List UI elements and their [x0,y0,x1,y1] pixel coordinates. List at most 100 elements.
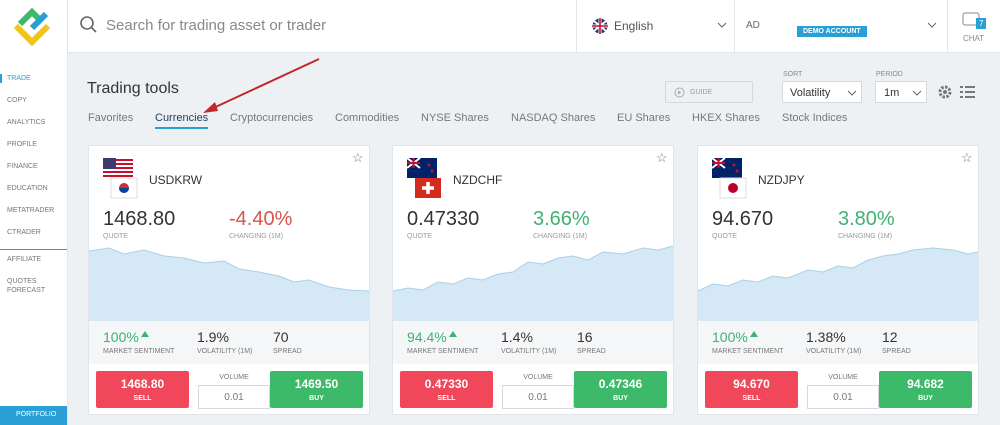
tab[interactable]: Favorites [88,112,134,124]
period-value: 1m [884,87,900,99]
stats-row [393,321,673,364]
tab[interactable]: Stock Indices [782,112,848,124]
annotation-arrow [203,58,320,113]
stats-row [698,321,978,364]
buy-price: 1469.50 [294,377,339,391]
sidebar-item[interactable]: AFFILIATE [7,256,42,263]
price-sparkline [698,247,978,321]
sidebar-item[interactable]: COPY [7,97,27,104]
sentiment-value: 100% [712,329,748,345]
buy-button[interactable]: 94.682 BUY [879,371,972,408]
sell-label: SELL [133,395,152,402]
search-input[interactable]: Search for trading asset or trader [106,17,327,34]
change-value: -4.40% [229,208,293,230]
favorite-star: ☆ [656,150,668,165]
price-sparkline [393,245,673,321]
asset-card[interactable]: NZDJPY ☆ 94.670 QUOTE 3.80% CHANGING (1M) 100%… [697,145,979,415]
quote-value: 0.47330 [407,208,480,230]
volume-input[interactable]: 0.01 [807,385,879,409]
sort-select[interactable]: Volatility [782,81,862,103]
tab[interactable]: Currencies [155,112,209,129]
change-value: 3.66% [533,208,590,230]
chat-label[interactable]: CHAT [963,34,985,43]
asset-symbol: NZDCHF [453,173,503,187]
sell-price: 1468.80 [120,377,165,391]
asset-symbol: NZDJPY [758,173,805,187]
volume-input[interactable]: 0.01 [502,385,574,409]
asset-card[interactable]: USDKRW ☆ 1468.80 QUOTE -4.40% CHANGING (1M) 10… [88,145,370,415]
sentiment-arrow [449,331,457,337]
volume-input[interactable]: 0.01 [198,385,270,409]
sentiment-value: 100% [103,329,139,345]
tab[interactable]: NYSE Shares [421,112,489,124]
sentiment-arrow [750,331,758,337]
volatility-label: VOLATILITY (1M) [197,348,253,355]
buy-label: BUY [613,395,628,402]
tab[interactable]: EU Shares [617,112,671,124]
language-select[interactable]: English [614,19,654,33]
list-view-icon[interactable] [960,85,976,99]
pair-flags [103,158,138,199]
sidebar-item[interactable]: FINANCE [7,163,38,170]
volatility-value: 1.9% [197,329,229,345]
asset-symbol: USDKRW [149,173,203,187]
period-select[interactable]: 1m [875,81,927,103]
logo [13,7,51,46]
sidebar-item[interactable]: QUOTES FORECAST [7,278,46,294]
quote-label: QUOTE [407,233,432,240]
volume-label: VOLUME [828,374,858,381]
guide-button[interactable]: GUIDE [665,81,753,103]
sidebar: TRADE COPY ANALYTICS PROFILE FINANCE EDUCATIO… [0,52,68,425]
sidebar-item[interactable]: EDUCATION [7,185,48,192]
tab[interactable]: Cryptocurrencies [230,112,314,124]
quote-value: 94.670 [712,208,774,230]
sidebar-item[interactable]: ANALYTICS [7,119,46,126]
dropdown-arrow [927,22,937,28]
sidebar-item[interactable]: METATRADER [7,207,55,214]
buy-price: 0.47346 [598,377,643,391]
spread-label: SPREAD [273,348,302,355]
flag-uk [592,18,608,34]
sell-price: 94.670 [733,377,770,391]
sentiment-label: MARKET SENTIMENT [712,348,784,355]
sidebar-item[interactable]: CTRADER [7,229,41,236]
sidebar-item[interactable]: PROFILE [7,141,37,148]
buy-button[interactable]: 1469.50 BUY [270,371,363,408]
spread-label: SPREAD [882,348,911,355]
volatility-value: 1.38% [806,329,846,345]
tab[interactable]: NASDAQ Shares [511,112,596,124]
portfolio-bar[interactable]: PORTFOLIO [0,406,67,425]
search-icon [80,16,97,33]
buy-button[interactable]: 0.47346 BUY [574,371,667,408]
spread-value: 12 [882,329,898,345]
sentiment-arrow [141,331,149,337]
volatility-label: VOLATILITY (1M) [806,348,862,355]
spread-value: 70 [273,329,289,345]
sidebar-item[interactable]: TRADE [0,74,60,83]
period-label: PERIOD [876,71,903,78]
sell-button[interactable]: 1468.80 SELL [96,371,189,408]
dropdown-arrow [717,22,727,28]
pair-flags [407,158,441,198]
pair-flags [712,158,747,199]
asset-card[interactable]: NZDCHF ☆ 0.47330 QUOTE 3.66% CHANGING (1M) 94.… [392,145,674,415]
sentiment-value: 94.4% [407,329,447,345]
chat-badge: 7 [976,18,987,29]
tab[interactable]: Commodities [335,112,400,124]
sell-price: 0.47330 [424,377,469,391]
page-title: Trading tools [87,80,179,97]
portfolio-label: PORTFOLIO [16,411,57,418]
sentiment-label: MARKET SENTIMENT [103,348,175,355]
spread-value: 16 [577,329,593,345]
sell-label: SELL [742,395,761,402]
change-label: CHANGING (1M) [838,233,893,240]
settings-icon[interactable] [937,84,953,100]
change-label: CHANGING (1M) [533,233,588,240]
sell-button[interactable]: 94.670 SELL [705,371,798,408]
account-badge[interactable]: DEMO ACCOUNT [797,26,867,37]
buy-price: 94.682 [907,377,944,391]
stats-row [89,321,369,364]
sell-button[interactable]: 0.47330 SELL [400,371,493,408]
sort-label: SORT [783,71,803,78]
tab[interactable]: HKEX Shares [692,112,760,124]
